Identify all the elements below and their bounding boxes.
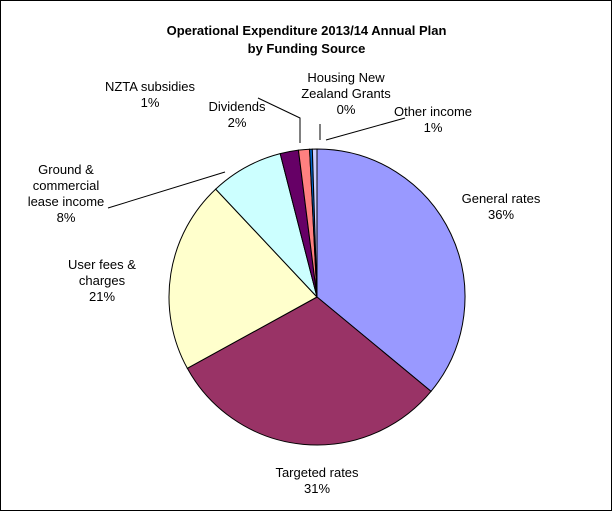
slice-label-hnz-grants-line-3: 0% (337, 102, 356, 117)
slice-label-user-fees-line-3: 21% (89, 289, 115, 304)
pie-slice-other-income (311, 148, 318, 298)
pie-slice-user-fees (168, 188, 318, 369)
slice-label-user-fees-line-1: User fees & (68, 257, 136, 272)
slice-label-ground-lease-line-2: commercial (33, 178, 100, 193)
chart-title-line-2: by Funding Source (247, 41, 366, 56)
slice-label-ground-lease-line-3: lease income (28, 194, 105, 209)
slice-label-general-rates-line-1: General rates (462, 191, 541, 206)
slice-label-hnz-grants-line-2: Zealand Grants (301, 86, 391, 101)
slice-label-targeted-rates-line-2: 31% (304, 481, 330, 496)
slice-label-other-income-line-1: Other income (394, 104, 472, 119)
leader-lines (107, 97, 406, 209)
slice-label-other-income-line-2: 1% (424, 120, 443, 135)
leader-line-nzta (257, 97, 301, 143)
slice-label-user-fees-line-2: charges (79, 273, 126, 288)
pie-slice-general-rates (316, 148, 466, 393)
leader-line-other-income (325, 117, 406, 141)
slice-label-targeted-rates-line-1: Targeted rates (275, 465, 359, 480)
pie-slice-targeted-rates (186, 296, 432, 446)
leader-line-ground-lease (107, 171, 226, 209)
slice-label-hnz-grants-line-1: Housing New (307, 70, 385, 85)
pie-slices (168, 148, 466, 446)
slice-label-dividends-line-1: Dividends (208, 99, 266, 114)
slice-label-nzta-line-1: NZTA subsidies (105, 79, 196, 94)
slice-label-ground-lease-line-4: 8% (57, 210, 76, 225)
slice-label-dividends-line-2: 2% (228, 115, 247, 130)
slice-label-nzta-line-2: 1% (141, 95, 160, 110)
chart-title-line-1: Operational Expenditure 2013/14 Annual P… (166, 23, 447, 38)
slice-label-ground-lease-line-1: Ground & (38, 162, 94, 177)
slice-label-general-rates-line-2: 36% (488, 207, 514, 222)
